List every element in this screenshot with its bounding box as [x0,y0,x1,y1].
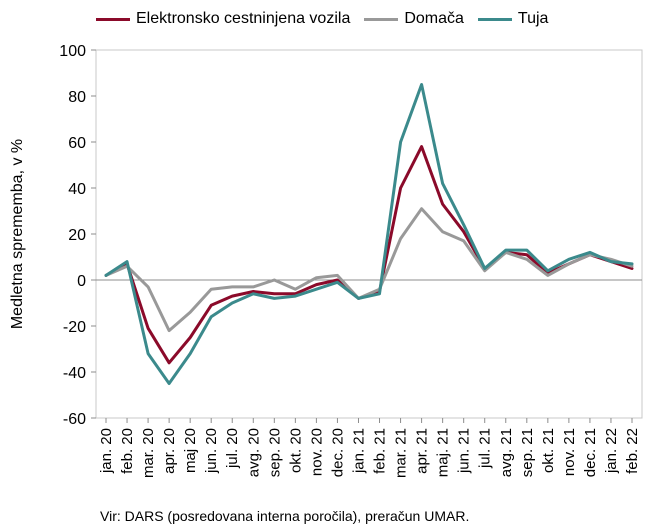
x-tick-label: feb. 22 [624,428,641,474]
x-tick-label: apr. 20 [161,428,178,474]
x-tick-label: mar. 20 [140,428,157,478]
chart-legend: Elektronsko cestninjena vozila Domača Tu… [96,6,562,32]
x-tick-label: dec. 21 [582,428,599,477]
x-tick-label: nov. 21 [561,428,578,476]
y-tick-label: 100 [59,43,86,60]
legend-swatch-domaca [364,17,399,21]
x-tick-label: maj 20 [182,428,199,473]
y-tick-label: 40 [68,181,86,198]
source-note: Vir: DARS (posredovana interna poročila)… [100,508,470,524]
x-tick-label: sep. 21 [519,428,536,477]
y-tick-label: 20 [68,227,86,244]
y-tick-label: -20 [63,319,86,336]
legend-item-domaca: Domača [364,10,464,28]
x-tick-label: feb. 21 [372,428,389,474]
y-tick-label: -40 [63,365,86,382]
series-line-0 [104,145,634,365]
x-tick-label: maj. 21 [435,428,452,477]
x-tick-label: sep. 20 [266,428,283,477]
y-tick-label: 80 [68,89,86,106]
x-tick-label: dec. 20 [329,428,346,477]
legend-label-domaca: Domača [404,10,464,27]
legend-label-elektronsko: Elektronsko cestninjena vozila [136,10,351,27]
legend-swatch-elektronsko [96,17,130,21]
x-tick-label: jan. 22 [603,428,620,474]
y-tick-label: 0 [77,273,86,290]
x-tick-label: nov. 20 [308,428,325,476]
x-tick-label: okt. 20 [287,428,304,473]
legend-swatch-tuja [477,17,512,21]
x-tick-label: feb. 20 [119,428,136,474]
series-line-1 [104,207,634,333]
y-tick-label: -60 [63,411,86,428]
x-tick-label: jun. 20 [203,428,220,474]
x-tick-label: okt. 21 [540,428,557,473]
legend-item-elektronsko: Elektronsko cestninjena vozila [96,10,350,28]
x-tick-label: mar. 21 [393,428,410,478]
x-tick-label: jul. 20 [224,428,241,469]
x-tick-label: jan. 20 [98,428,115,474]
x-tick-label: jul. 21 [477,428,494,469]
legend-item-tuja: Tuja [477,10,549,28]
y-tick-label: 60 [68,135,86,152]
x-tick-label: apr. 21 [414,428,431,474]
series-line-2 [104,83,634,385]
plot-frame [95,49,643,419]
x-tick-label: avg. 20 [245,428,262,477]
x-tick-label: jun. 21 [456,428,473,474]
y-axis-title: Medletna sprememba, v % [9,139,26,329]
legend-label-tuja: Tuja [517,10,549,27]
x-tick-label: avg. 21 [498,428,515,477]
x-tick-label: jan. 21 [350,428,367,474]
